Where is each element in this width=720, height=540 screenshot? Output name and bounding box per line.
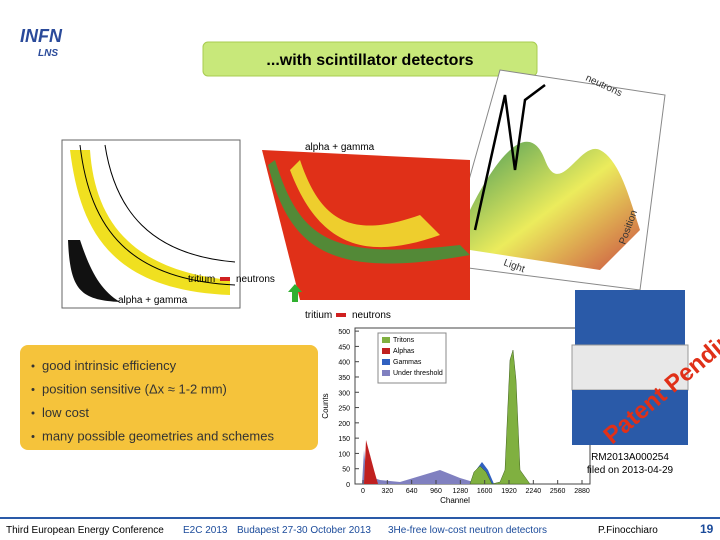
y-tick-label: 150 (338, 436, 350, 443)
bullet-dot (31, 364, 35, 368)
plot2d-neutrons: neutrons (236, 274, 275, 285)
bullet-dot (31, 388, 35, 391)
bullet-dot (31, 411, 35, 415)
arrow (336, 313, 346, 317)
footer-conference: Third European Energy Conference (6, 525, 164, 536)
plot2d-blob (68, 240, 120, 302)
plot3d-curve (473, 84, 546, 231)
y-tick-label: 0 (346, 482, 350, 489)
x-tick-label: 1280 (453, 488, 469, 495)
footer-place: Budapest 27-30 October 2013 (237, 525, 371, 536)
arrow-neutrons: neutrons (352, 310, 391, 321)
footer-author: P.Finocchiaro (598, 525, 658, 536)
hist-blue (358, 450, 480, 484)
plot2d-cut1 (79, 144, 236, 286)
legend-label: Gammas (393, 359, 422, 366)
legend-label: Tritons (393, 337, 415, 344)
arrow-tritium: tritium (305, 310, 332, 321)
hist-green (469, 349, 531, 485)
hist-red (364, 440, 378, 484)
y-tick-label: 100 (338, 451, 350, 458)
y-tick-label: 500 (338, 329, 350, 336)
legend-swatch (382, 370, 390, 376)
footer-talk: 3He-free low-cost neutron detectors (388, 525, 547, 536)
plot2d-cut2 (104, 144, 236, 263)
legend-swatch (382, 348, 390, 354)
x-tick-label: 2240 (526, 488, 542, 495)
y-tick-label: 350 (338, 375, 350, 382)
logo-main: INFN (20, 26, 63, 46)
legend-swatch (382, 337, 390, 343)
y-tick-label: 300 (338, 390, 350, 397)
stamp-filed: filed on 2013-04-29 (587, 465, 674, 476)
stamp-number: RM2013A000254 (591, 452, 669, 463)
plot-red (262, 150, 470, 300)
stamp-top (575, 290, 685, 345)
y-tick-label: 450 (338, 344, 350, 351)
logo-sub: LNS (38, 48, 58, 59)
arrow (220, 277, 230, 281)
bullet-text: position sensitive (Δx ≈ 1-2 mm) (42, 382, 227, 397)
plot-red-band (290, 160, 440, 248)
bullet-box (20, 345, 318, 450)
x-tick-label: 2880 (574, 488, 590, 495)
x-tick-label: 1600 (477, 488, 493, 495)
x-tick-label: 320 (381, 488, 393, 495)
x-tick-label: 1920 (501, 488, 517, 495)
bullet-text: low cost (42, 405, 89, 420)
x-tick-label: 960 (430, 488, 442, 495)
y-axis-label: Counts (321, 393, 330, 418)
legend-swatch (382, 359, 390, 365)
y-tick-label: 200 (338, 421, 350, 428)
plot3d-surface (470, 141, 640, 270)
footer-acronym: E2C 2013 (183, 525, 228, 536)
plot2d-tritium: tritium (188, 274, 215, 285)
x-tick-label: 640 (406, 488, 418, 495)
legend-label: Under threshold (393, 370, 443, 377)
plot2d-alpha-gamma: alpha + gamma (118, 295, 188, 306)
x-tick-label: 0 (361, 488, 365, 495)
plot-red-band2 (268, 160, 470, 264)
y-tick-label: 400 (338, 360, 350, 367)
x-tick-label: 2560 (550, 488, 566, 495)
footer-page: 19 (700, 522, 714, 536)
stamp-base (572, 390, 688, 445)
bullet-dot (31, 435, 35, 438)
legend-label: Alphas (393, 348, 415, 355)
title: ...with scintillator detectors (266, 52, 473, 69)
bullet-text: good intrinsic efficiency (42, 358, 177, 373)
green-arrow (288, 284, 302, 302)
y-tick-label: 250 (338, 406, 350, 413)
plot3d-alpha-gamma: alpha + gamma (305, 142, 375, 153)
y-tick-label: 50 (342, 467, 350, 474)
bullet-text: many possible geometries and schemes (42, 429, 274, 444)
plot2d-band (70, 150, 230, 295)
stamp-mid (571, 344, 689, 391)
title-box (202, 41, 538, 77)
x-axis-label: Channel (440, 496, 470, 505)
